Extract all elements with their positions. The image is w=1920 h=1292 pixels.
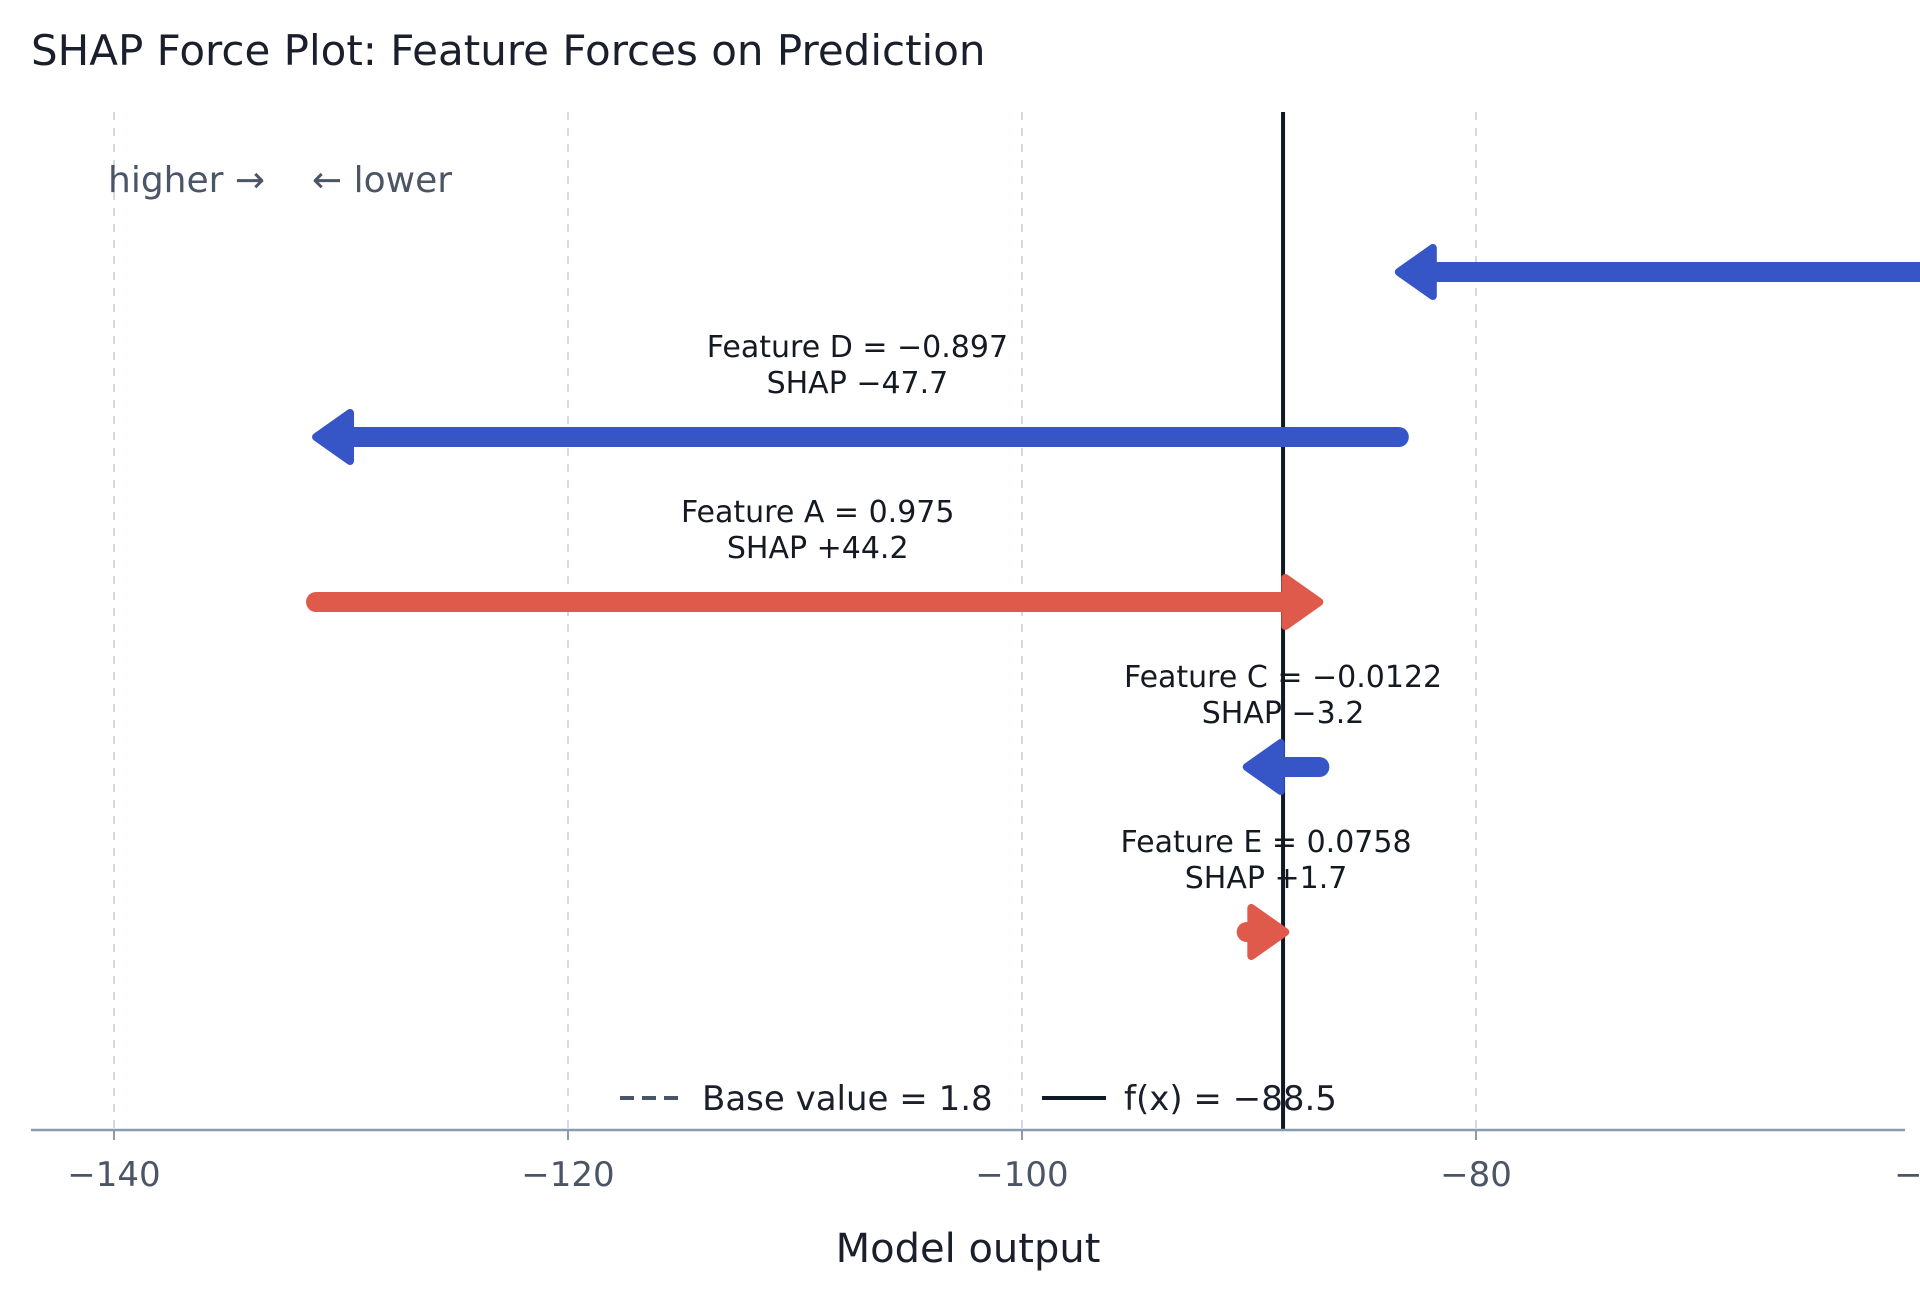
feature-label-feature-e: Feature E = 0.0758 xyxy=(1121,825,1412,860)
x-tick-label: −100 xyxy=(975,1155,1068,1195)
x-tick-label: −80 xyxy=(1440,1155,1512,1195)
legend-fx-label: f(x) = −88.5 xyxy=(1124,1079,1337,1119)
x-tick-label: −140 xyxy=(67,1155,160,1195)
shap-label-feature-a: SHAP +44.2 xyxy=(727,531,909,566)
feature-label-feature-a: Feature A = 0.975 xyxy=(681,495,955,530)
x-axis: −140−120−100−80−60−40−200 xyxy=(31,1128,1920,1195)
shap-label-feature-c: SHAP −3.2 xyxy=(1202,696,1365,731)
shap-label-feature-d: SHAP −47.7 xyxy=(767,366,949,401)
direction-higher-label: higher → xyxy=(108,160,265,201)
x-tick-label: −60 xyxy=(1894,1155,1920,1195)
force-arrows xyxy=(306,244,1920,960)
force-arrowhead-feature-b xyxy=(1394,244,1437,300)
feature-label-feature-c: Feature C = −0.0122 xyxy=(1124,660,1442,695)
force-arrowhead-feature-e xyxy=(1247,904,1290,960)
force-arrowhead-feature-d xyxy=(312,409,355,465)
legend-base-label: Base value = 1.8 xyxy=(702,1079,993,1119)
direction-lower-label: ← lower xyxy=(312,160,452,201)
legend: Base value = 1.8 f(x) = −88.5 xyxy=(620,1079,1337,1119)
x-axis-title: Model output xyxy=(836,1226,1101,1272)
feature-label-feature-d: Feature D = −0.897 xyxy=(707,330,1008,365)
x-tick-label: −120 xyxy=(521,1155,614,1195)
grid-layer xyxy=(113,112,1477,1130)
force-arrowhead-feature-a xyxy=(1281,574,1324,630)
force-arrowhead-feature-c xyxy=(1242,739,1285,795)
shap-label-feature-e: SHAP +1.7 xyxy=(1185,861,1348,896)
chart-title: SHAP Force Plot: Feature Forces on Predi… xyxy=(31,26,986,75)
